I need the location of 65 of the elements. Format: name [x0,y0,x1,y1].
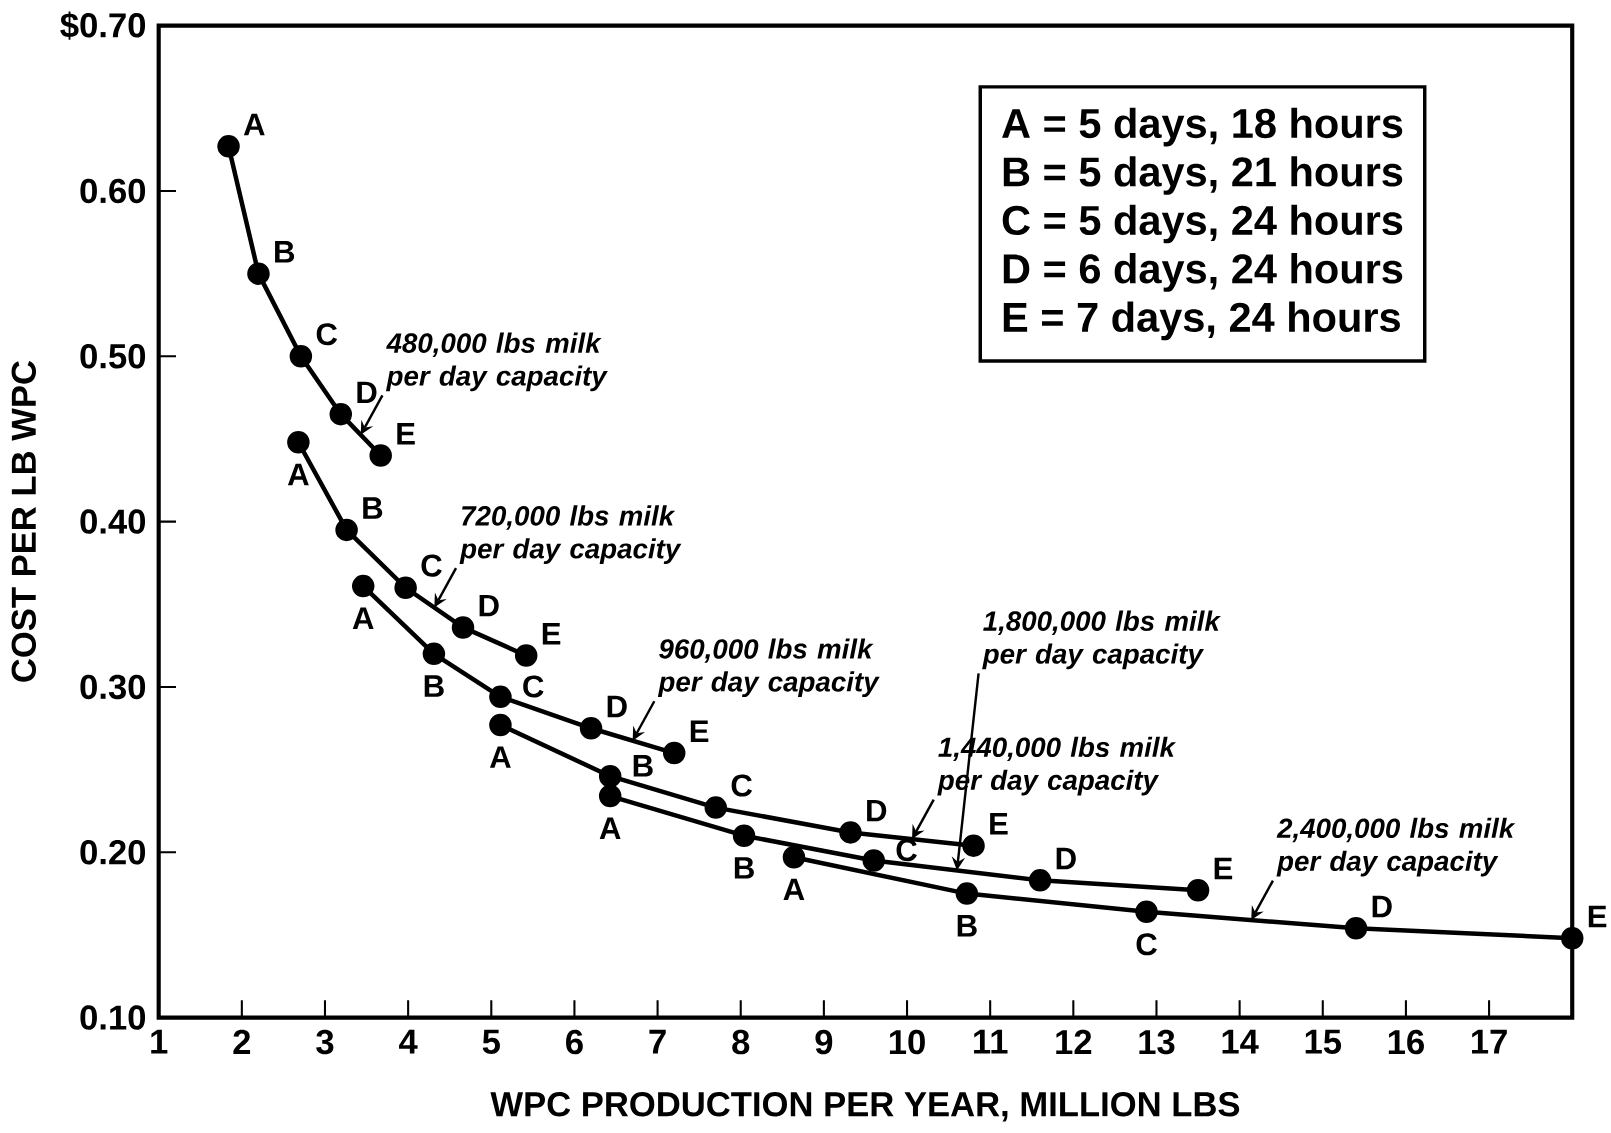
annotation: C [316,323,338,346]
annotation: D [1056,847,1076,870]
annotation: D [607,695,627,718]
annotation: B [633,755,653,777]
annotation: A [599,817,621,839]
annotation: A [243,113,265,136]
x-tick-label: 5 [482,1029,500,1054]
series-label: 960,000 lbs milk per day capacity [657,638,880,698]
annotation: A = 5 days, 18 hours [1002,107,1403,147]
annotation: D [479,594,499,617]
y-tick-label: 0.10 [80,1005,146,1030]
annotation: C [523,675,544,698]
x-tick-label: 2 [233,1029,251,1054]
series-label: 720,000 lbs milk per day capacity [459,505,682,565]
series-label: 2,400,000 lbs milk per day capacity [1276,817,1516,877]
annotation: E = 7 days, 24 hours [1003,301,1400,341]
annotation: C [731,774,752,797]
x-tick-label: 10 [889,1029,925,1055]
annotation: C = 5 days, 24 hours [1002,204,1403,244]
y-tick-label: 0.40 [80,509,146,534]
x-tick-label: 8 [732,1029,750,1055]
annotation: E [1588,905,1607,928]
y-tick-label: 0.20 [80,839,146,865]
annotation: A [287,463,309,486]
annotation: D [1372,895,1392,918]
annotation: B [363,497,383,519]
annotation: D [867,799,887,822]
annotation: E [542,622,561,645]
annotation: B [734,857,754,879]
x-tick-label: 6 [566,1029,583,1055]
y-tick-label: $0.70 [60,11,146,40]
x-tick-label: 14 [1222,1029,1259,1054]
annotation: E [1214,857,1233,880]
x-tick-label: 11 [974,1029,1008,1054]
annotation: B [424,675,444,697]
annotation: C [421,554,442,577]
annotation: D [357,381,377,404]
x-tick-label: 15 [1305,1029,1342,1054]
annotation: A [489,746,511,768]
y-tick-label: 0.30 [80,674,146,700]
x-tick-label: 9 [815,1029,833,1055]
x-tick-label: 13 [1139,1029,1175,1055]
annotation: B [957,915,977,937]
x-axis-title: WPC PRODUCTION PER YEAR, MILLION LBS [490,1091,1240,1122]
x-tick-label: 16 [1388,1029,1424,1055]
text: 1,800,000 lbs milk per day capacity [982,610,1221,670]
annotation: C [1136,933,1157,956]
annotation: B [275,241,295,263]
annotation: E [990,813,1008,835]
annotation: A [783,878,805,901]
annotation: A [352,607,374,629]
annotation: E [690,720,709,742]
annotation: B = 5 days, 21 hours [1003,156,1403,195]
y-tick-label: 0.50 [80,344,146,369]
x-tick-label: 3 [316,1029,334,1055]
x-tick-label: 17 [1471,1029,1507,1054]
x-tick-label: 1 [151,1029,168,1054]
annotation: E [397,422,415,445]
annotation: D = 6 days, 24 hours [1003,253,1403,292]
y-tick-label: 0.60 [80,178,146,204]
y-axis-title: COST PER LB WPC [11,361,37,682]
x-tick-label: 4 [399,1029,418,1054]
x-tick-label: 12 [1056,1029,1092,1054]
x-tick-label: 7 [649,1029,666,1054]
series-label: 480,000 lbs milk per day capacity [385,332,608,392]
